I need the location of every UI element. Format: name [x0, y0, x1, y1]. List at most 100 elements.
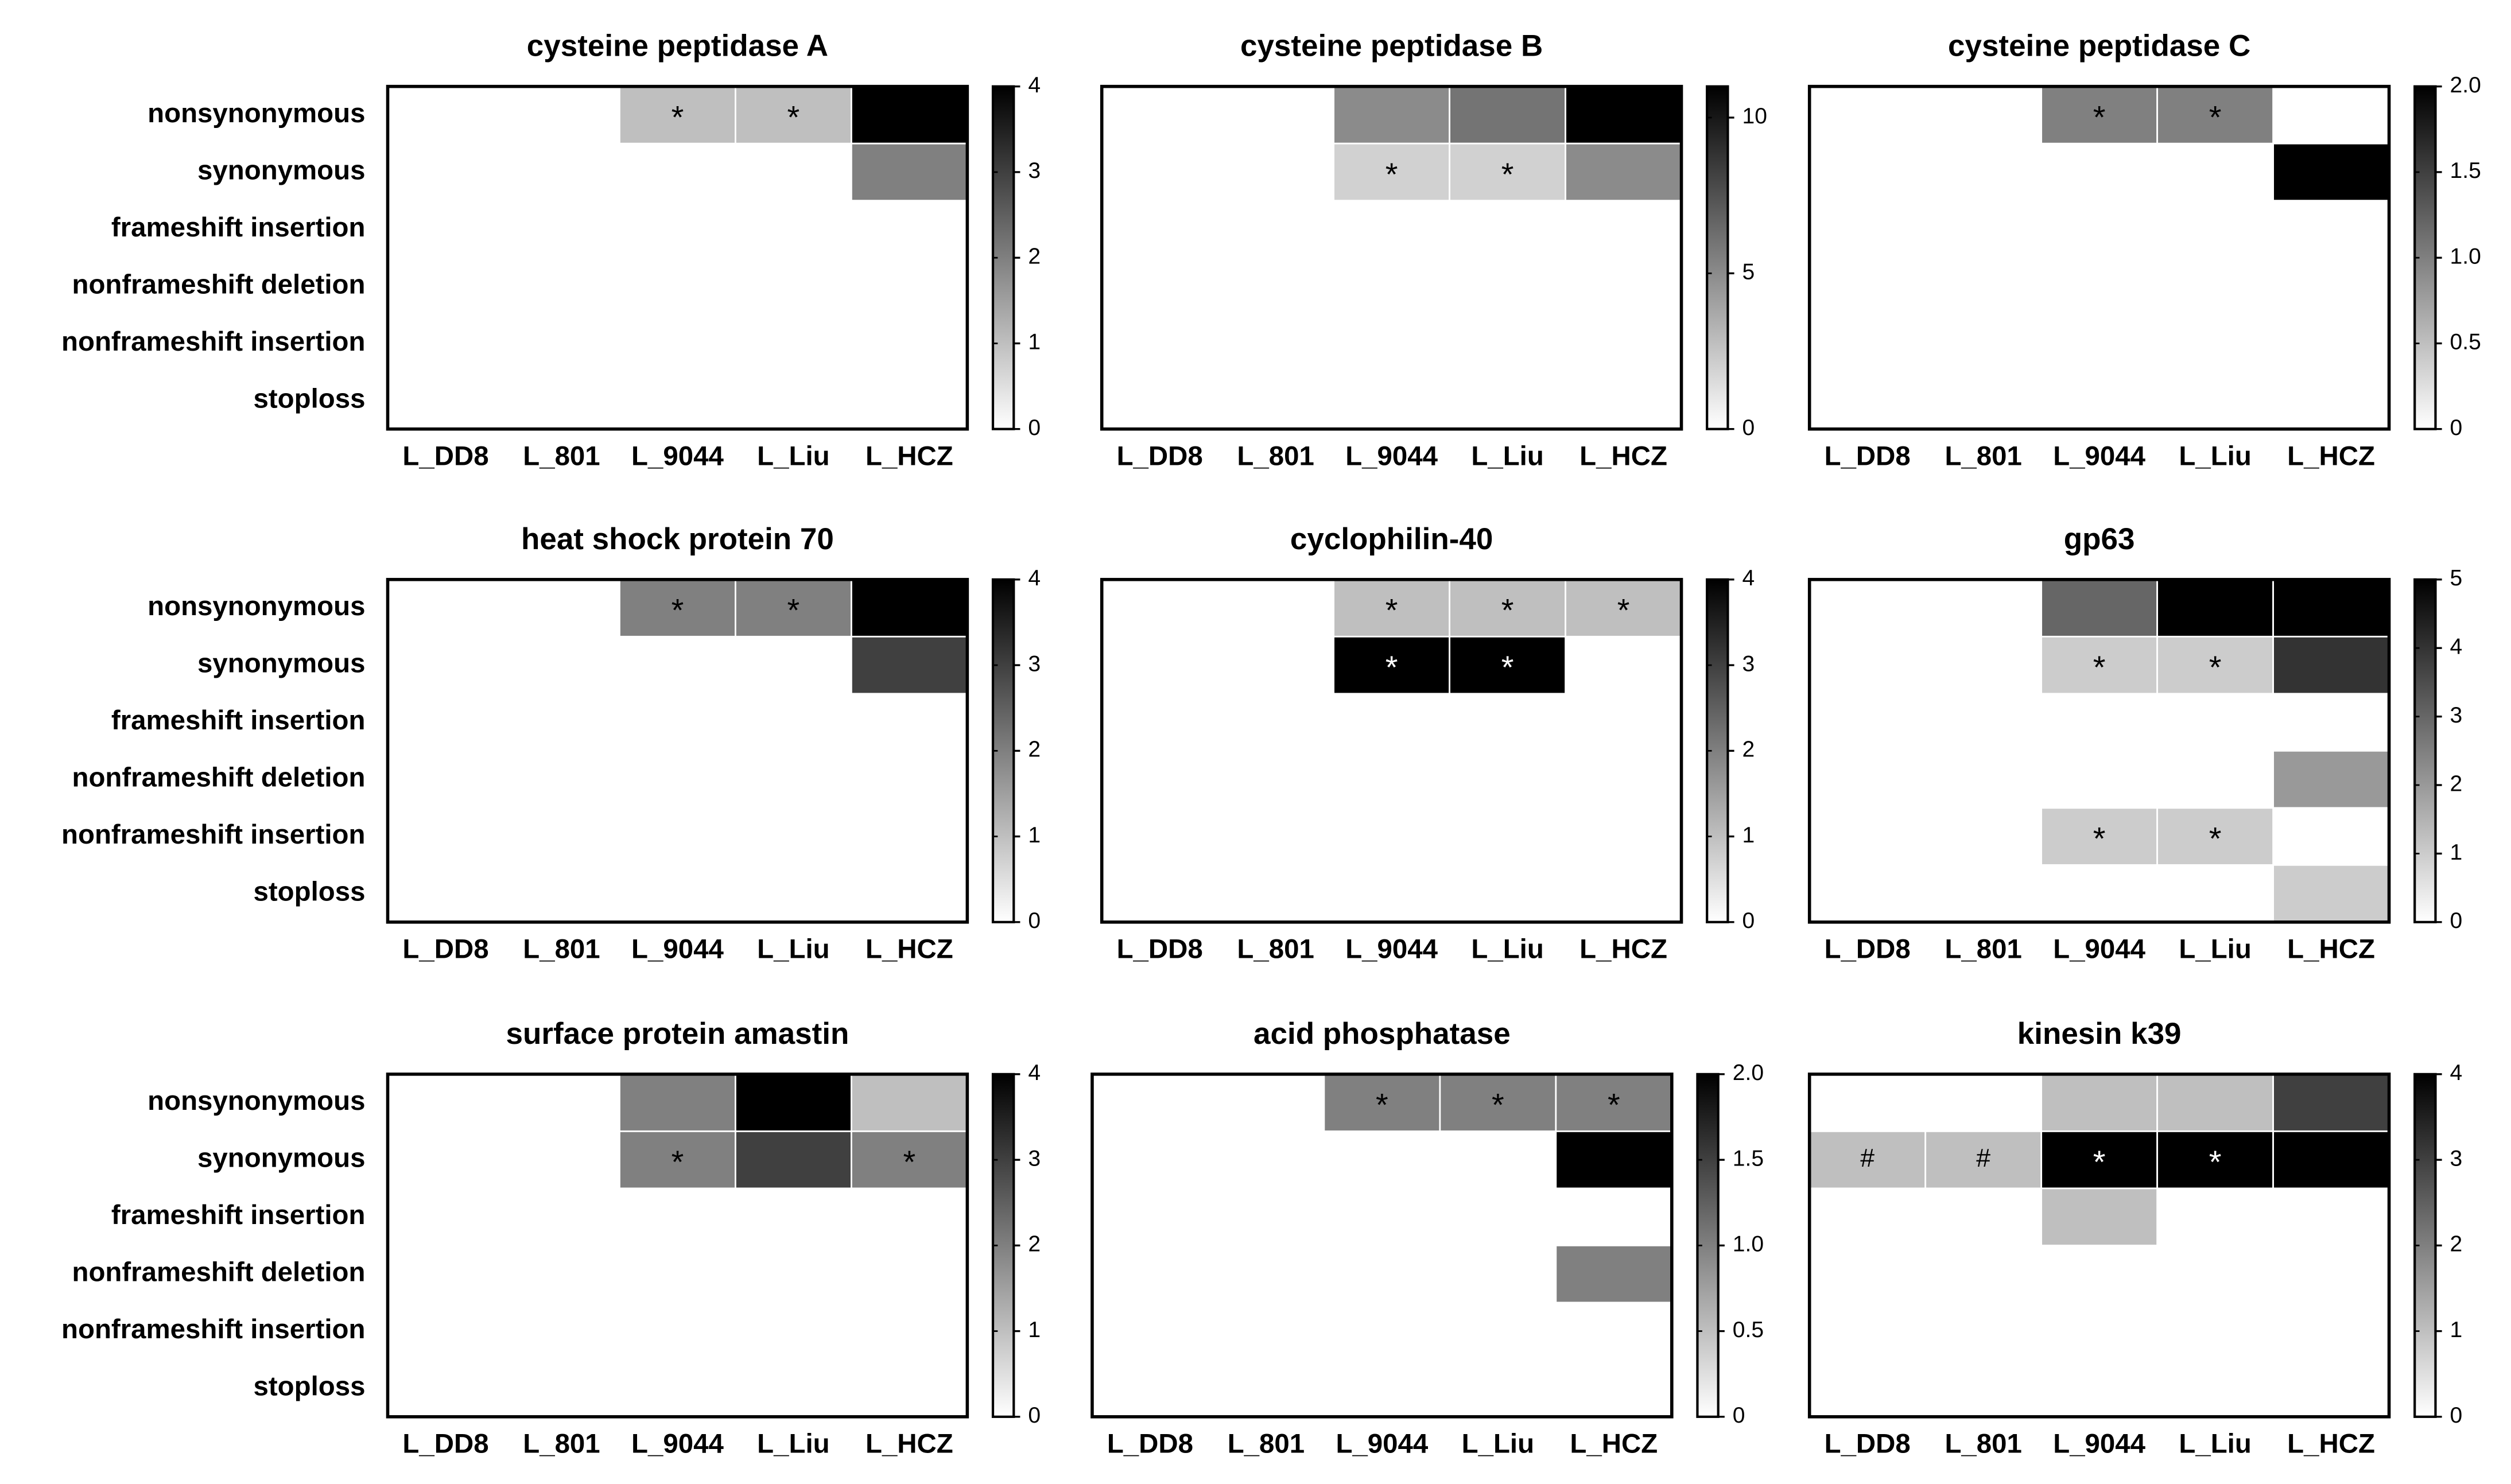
heatmap-cell	[1217, 258, 1334, 315]
heatmap-cell	[1101, 807, 1218, 865]
heatmap-cell	[1439, 1073, 1557, 1132]
heatmap-cell	[735, 1188, 852, 1246]
heatmap-cell	[503, 200, 620, 258]
colorbar-tick-label: 2.0	[1733, 1060, 1764, 1085]
heatmap-cell	[387, 579, 504, 637]
heatmap-cell	[1924, 1130, 2043, 1190]
heatmap-cell	[619, 143, 736, 201]
heatmap-cell	[1333, 142, 1450, 202]
heatmap-cell	[1565, 200, 1682, 258]
heatmap-cell	[1565, 372, 1682, 429]
heatmap-cell	[735, 1130, 852, 1190]
heatmap-cell	[1092, 1359, 1208, 1417]
colorbar-tick-label: 4	[1028, 73, 1041, 98]
heatmap-cell	[1333, 635, 1450, 695]
x-tick-label: L_801	[1237, 441, 1314, 471]
heatmap-cell	[735, 86, 852, 145]
heatmap-cell	[2156, 578, 2274, 638]
heatmap-cell	[1449, 200, 1566, 258]
heatmap-cell	[1565, 636, 1682, 694]
heatmap-cell	[2041, 865, 2157, 922]
x-tick-label: L_HCZ	[2287, 441, 2375, 471]
heatmap-cell	[1324, 1188, 1440, 1246]
cell-annotation: *	[672, 99, 684, 135]
y-tick-label: nonsynonymous	[148, 591, 365, 621]
colorbar-tick-label: 5	[2450, 566, 2463, 591]
cell-annotation: *	[2209, 99, 2222, 135]
heatmap-cell	[2273, 1188, 2389, 1246]
heatmap-cell	[2273, 1302, 2389, 1360]
heatmap-cell	[503, 693, 620, 751]
heatmap-cell	[1809, 1302, 1926, 1360]
heatmap-cell	[1333, 865, 1450, 922]
y-tick-label: nonsynonymous	[148, 98, 365, 129]
colorbar-tick-label: 1	[1028, 823, 1041, 848]
heatmap-cell	[735, 865, 852, 922]
x-tick-label: L_DD8	[1825, 1429, 1911, 1459]
heatmap-cell	[1217, 865, 1334, 922]
heatmap-cell	[2273, 693, 2389, 751]
heatmap-cell	[1217, 693, 1334, 751]
heatmap-cell	[1925, 636, 2042, 694]
x-tick-label: L_HCZ	[1579, 441, 1667, 471]
y-tick-label: nonframeshift deletion	[72, 763, 365, 793]
heatmap-cell	[1925, 1188, 2042, 1246]
cell-annotation: *	[2209, 821, 2222, 857]
heatmap-cell	[1449, 751, 1566, 808]
heatmap-cell	[1101, 693, 1218, 751]
heatmap-cell	[1449, 142, 1566, 202]
heatmap-cell	[2041, 143, 2157, 201]
heatmap-cell	[1809, 258, 1926, 315]
heatmap-cell	[1925, 1245, 2042, 1303]
heatmap-cell	[619, 1188, 736, 1246]
heatmap-cell	[2157, 1188, 2273, 1246]
heatmap-cell	[387, 200, 504, 258]
colorbar-tick-label: 0	[2450, 908, 2463, 933]
heatmap-cell	[1925, 200, 2042, 258]
heatmap-cell	[1925, 579, 2042, 637]
panel-title: cysteine peptidase A	[527, 29, 828, 63]
heatmap-cell	[1439, 1188, 1556, 1246]
heatmap-cell	[850, 1073, 968, 1132]
heatmap-cell	[387, 372, 504, 429]
heatmap-cell	[2041, 751, 2157, 808]
heatmap-cell	[2040, 1130, 2159, 1190]
colorbar-tick-label: 1.5	[1733, 1146, 1764, 1171]
heatmap-cell	[2156, 635, 2274, 695]
heatmap-cell	[387, 258, 504, 315]
cell-annotation: *	[2209, 1144, 2222, 1180]
heatmap-cell	[1449, 807, 1566, 865]
panel-title: kinesin k39	[2017, 1017, 2182, 1051]
x-tick-label: L_801	[523, 1429, 600, 1459]
heatmap-cell	[503, 314, 620, 372]
heatmap-cell	[851, 1359, 968, 1417]
cell-annotation: #	[1976, 1144, 1990, 1172]
heatmap-cell	[1555, 1188, 1672, 1246]
heatmap-cell	[2273, 314, 2389, 372]
heatmap-cell	[619, 258, 736, 315]
heatmap-cell	[1333, 86, 1450, 145]
heatmap-cell	[850, 142, 968, 202]
heatmap-cell	[2157, 693, 2273, 751]
x-tick-label: L_9044	[2053, 1429, 2145, 1459]
heatmap-cell	[1217, 579, 1334, 637]
heatmap-cell	[1565, 142, 1682, 202]
heatmap-cell	[503, 1245, 620, 1303]
heatmap-cell	[2273, 1245, 2389, 1303]
heatmap-cell	[1101, 636, 1218, 694]
heatmap-cell	[1324, 1131, 1440, 1188]
heatmap-cell	[503, 143, 620, 201]
heatmap-cell	[2157, 1302, 2273, 1360]
heatmap-cell	[1449, 86, 1566, 145]
heatmap-cell	[2272, 1073, 2390, 1132]
colorbar-tick-label: 1.0	[2450, 244, 2481, 269]
heatmap-cell	[1809, 143, 1926, 201]
heatmap-cell	[619, 807, 736, 865]
x-tick-label: L_801	[523, 934, 600, 965]
heatmap-cell	[2041, 372, 2157, 429]
colorbar-tick-label: 2	[1028, 737, 1041, 762]
colorbar-tick-label: 4	[1028, 1060, 1041, 1085]
colorbar-tick-label: 1	[1742, 823, 1755, 848]
heatmap-cell	[2157, 258, 2273, 315]
